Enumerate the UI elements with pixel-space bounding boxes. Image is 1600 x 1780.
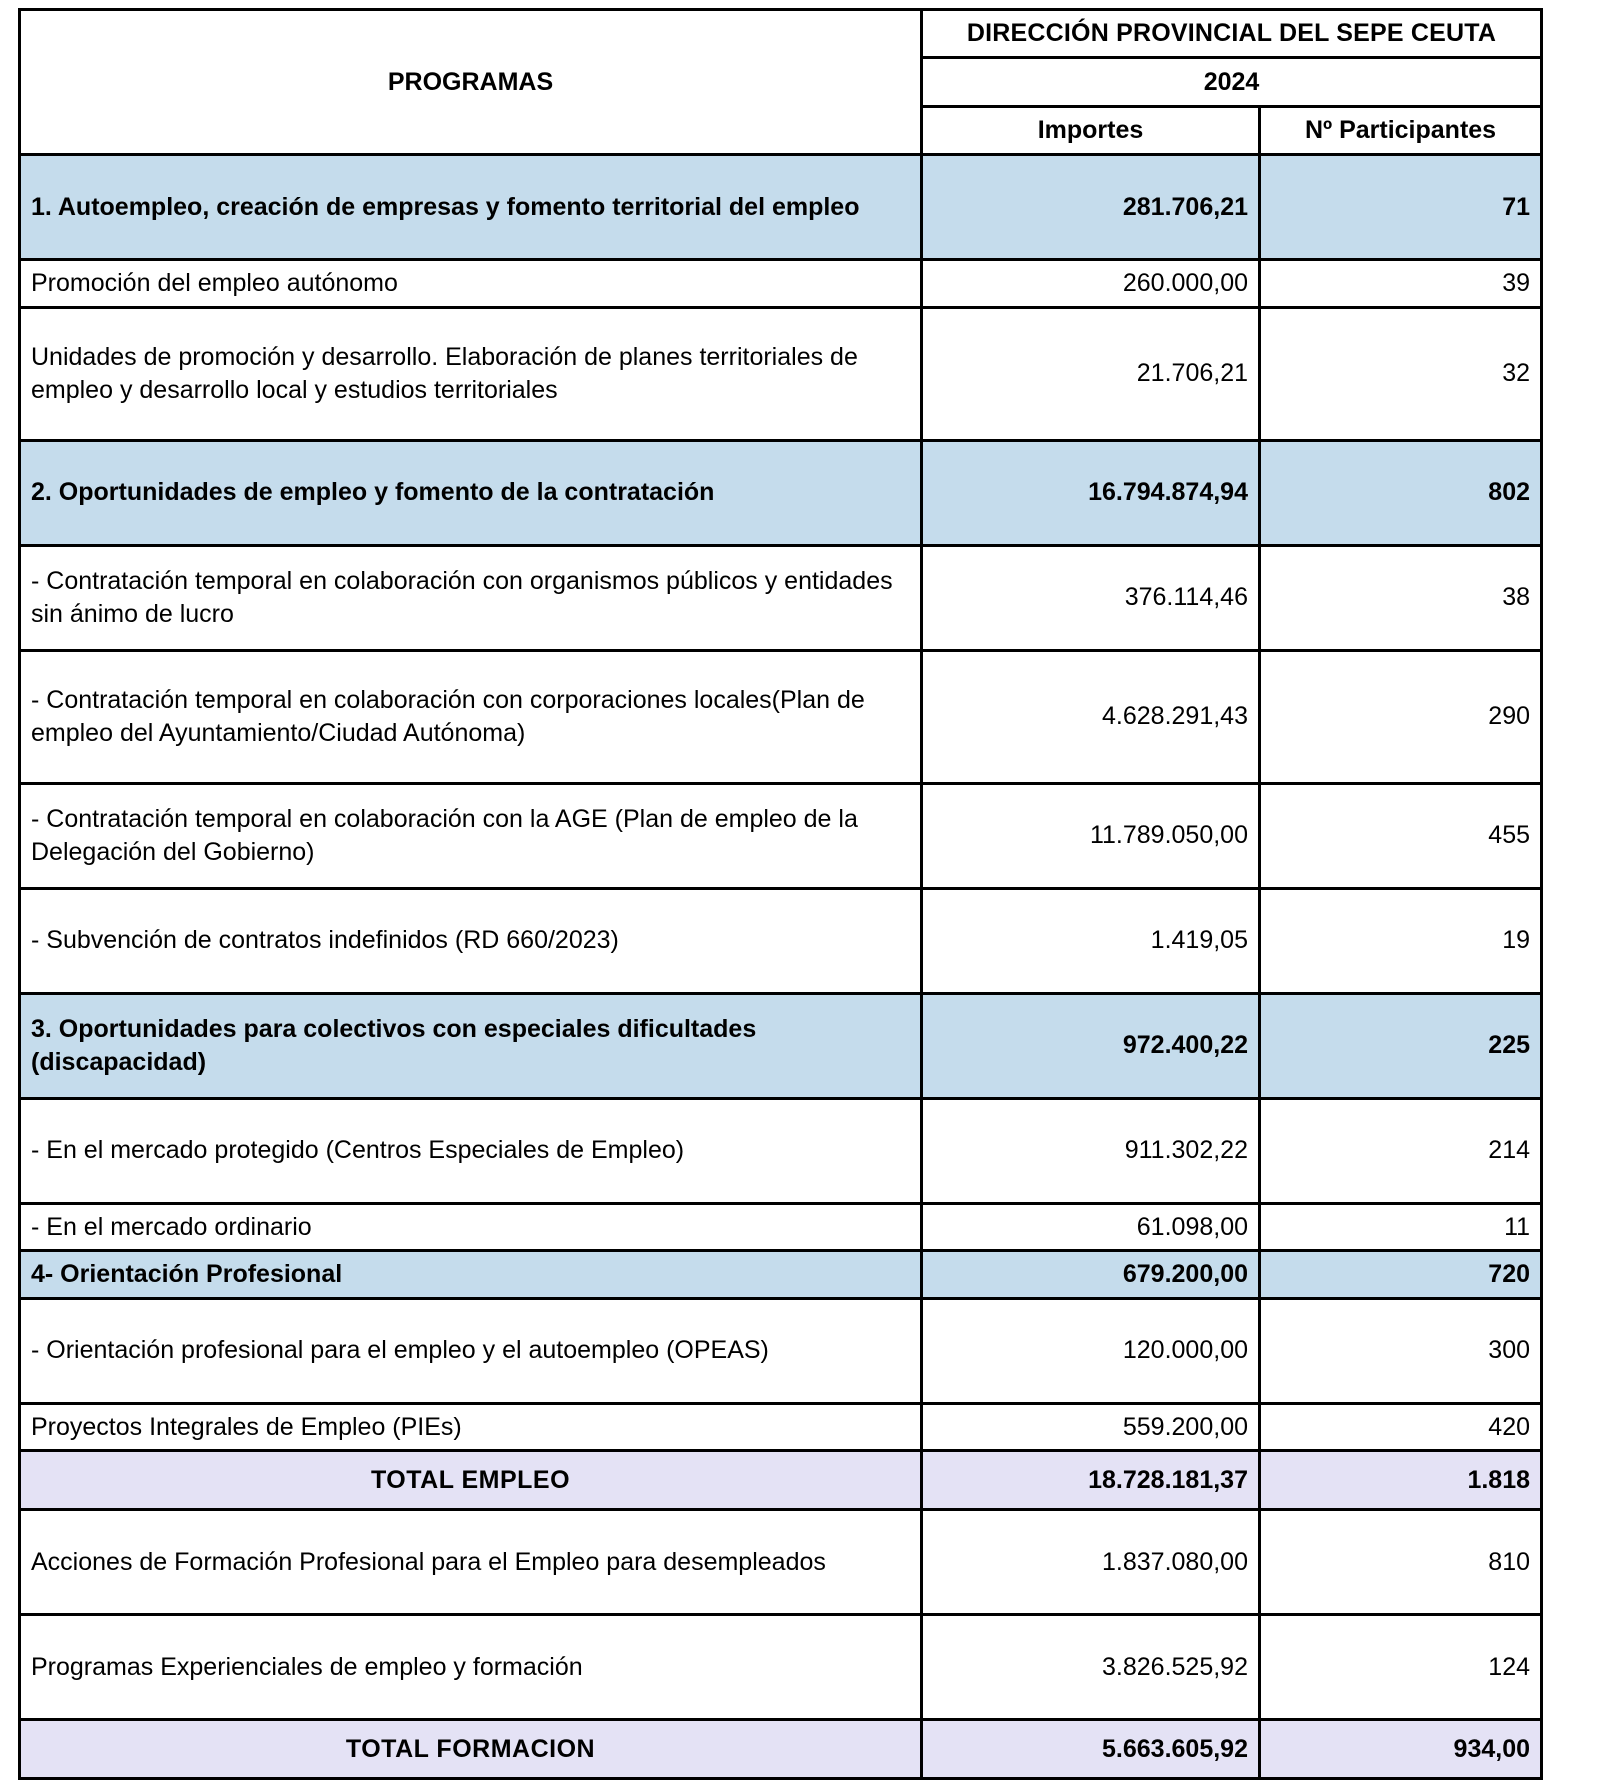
row-label: Acciones de Formación Profesional para e…: [18, 1508, 923, 1616]
header-programas: PROGRAMAS: [18, 8, 923, 156]
row-amount: 281.706,21: [920, 153, 1261, 261]
table-row: - Contratación temporal en colaboración …: [18, 781, 1544, 890]
row-participants: 1.818: [1257, 1449, 1544, 1511]
row-participants: 290: [1257, 648, 1544, 785]
table-row: 3. Oportunidades para colectivos con esp…: [18, 991, 1544, 1100]
table-row: TOTAL EMPLEO 18.728.181,37 1.818: [18, 1449, 1544, 1511]
row-amount: 120.000,00: [920, 1296, 1261, 1405]
table-row: Acciones de Formación Profesional para e…: [18, 1508, 1544, 1616]
row-participants: 124: [1257, 1613, 1544, 1721]
row-label: TOTAL EMPLEO: [18, 1449, 923, 1511]
spreadsheet-sheet: PROGRAMAS DIRECCIÓN PROVINCIAL DEL SEPE …: [18, 7, 1544, 1780]
table-row: 4- Orientación Profesional 679.200,00 720: [18, 1249, 1544, 1300]
table-row: Promoción del empleo autónomo 260.000,00 3…: [18, 258, 1544, 309]
row-label: - Contratación temporal en colaboración …: [18, 648, 923, 785]
table-row: - En el mercado ordinario 61.098,00 11: [18, 1201, 1544, 1252]
row-label: - En el mercado ordinario: [18, 1201, 923, 1252]
row-participants: 38: [1257, 543, 1544, 652]
row-label: - Subvención de contratos indefinidos (R…: [18, 886, 923, 995]
row-amount: 16.794.874,94: [920, 438, 1261, 547]
row-amount: 18.728.181,37: [920, 1449, 1261, 1511]
header-row-3: Importes Nº Participantes: [20, 104, 1544, 157]
header-row-2: 2024: [20, 56, 1544, 108]
row-amount: 4.628.291,43: [920, 648, 1261, 785]
row-label: 1. Autoempleo, creación de empresas y fo…: [18, 153, 923, 261]
row-amount: 260.000,00: [920, 258, 1261, 309]
row-amount: 1.419,05: [920, 886, 1261, 995]
row-label: - Orientación profesional para el empleo…: [18, 1296, 923, 1405]
row-participants: 934,00: [1257, 1718, 1544, 1780]
row-participants: 214: [1257, 1096, 1544, 1205]
row-participants: 19: [1257, 886, 1544, 995]
row-label: TOTAL FORMACION: [18, 1718, 923, 1780]
header-organization: DIRECCIÓN PROVINCIAL DEL SEPE CEUTA: [919, 7, 1544, 60]
row-participants: 420: [1257, 1401, 1544, 1452]
table-row: TOTAL FORMACION 5.663.605,92 934,00: [18, 1718, 1544, 1780]
header-row-1: PROGRAMAS DIRECCIÓN PROVINCIAL DEL SEPE …: [18, 7, 1544, 156]
row-participants: 39: [1257, 258, 1544, 309]
header-year: 2024: [919, 56, 1544, 108]
table-body: 1. Autoempleo, creación de empresas y fo…: [18, 153, 1544, 1780]
table-row: - Orientación profesional para el empleo…: [18, 1296, 1544, 1405]
row-amount: 21.706,21: [920, 305, 1261, 442]
table-row: - Contratación temporal en colaboración …: [18, 543, 1544, 652]
table-row: Unidades de promoción y desarrollo. Elab…: [18, 305, 1544, 442]
header-importes: Importes: [920, 104, 1261, 157]
table-row: Proyectos Integrales de Empleo (PIEs) 559…: [18, 1401, 1544, 1452]
row-label: Proyectos Integrales de Empleo (PIEs): [18, 1401, 923, 1452]
row-participants: 810: [1257, 1508, 1544, 1616]
row-label: 3. Oportunidades para colectivos con esp…: [18, 991, 923, 1100]
row-participants: 802: [1257, 438, 1544, 547]
row-amount: 11.789.050,00: [920, 781, 1261, 890]
row-label: 2. Oportunidades de empleo y fomento de …: [18, 438, 923, 547]
row-label: Promoción del empleo autónomo: [18, 258, 923, 309]
row-amount: 376.114,46: [920, 543, 1261, 652]
row-participants: 32: [1257, 305, 1544, 442]
row-label: Unidades de promoción y desarrollo. Elab…: [18, 305, 923, 442]
table-row: 2. Oportunidades de empleo y fomento de …: [18, 438, 1544, 547]
row-participants: 300: [1257, 1296, 1544, 1405]
header-participantes: Nº Participantes: [1257, 104, 1544, 157]
row-participants: 11: [1257, 1201, 1544, 1252]
row-label: - En el mercado protegido (Centros Espec…: [18, 1096, 923, 1205]
table-row: 1. Autoempleo, creación de empresas y fo…: [18, 153, 1544, 261]
row-amount: 3.826.525,92: [920, 1613, 1261, 1721]
table-header: PROGRAMAS DIRECCIÓN PROVINCIAL DEL SEPE …: [18, 7, 1544, 157]
row-label: - Contratación temporal en colaboración …: [18, 781, 923, 890]
row-label: Programas Experienciales de empleo y for…: [18, 1613, 923, 1721]
table-row: - Subvención de contratos indefinidos (R…: [18, 886, 1544, 995]
row-amount: 5.663.605,92: [920, 1718, 1261, 1780]
row-label: - Contratación temporal en colaboración …: [18, 543, 923, 652]
row-amount: 972.400,22: [920, 991, 1261, 1100]
row-amount: 559.200,00: [920, 1401, 1261, 1452]
table-row: Programas Experienciales de empleo y for…: [18, 1613, 1544, 1721]
row-participants: 455: [1257, 781, 1544, 890]
budget-table: PROGRAMAS DIRECCIÓN PROVINCIAL DEL SEPE …: [18, 7, 1544, 1780]
row-participants: 225: [1257, 991, 1544, 1100]
row-amount: 911.302,22: [920, 1096, 1261, 1205]
row-amount: 1.837.080,00: [920, 1508, 1261, 1616]
table-row: - Contratación temporal en colaboración …: [18, 648, 1544, 785]
row-participants: 71: [1257, 153, 1544, 261]
table-row: - En el mercado protegido (Centros Espec…: [18, 1096, 1544, 1205]
row-amount: 61.098,00: [920, 1201, 1261, 1252]
